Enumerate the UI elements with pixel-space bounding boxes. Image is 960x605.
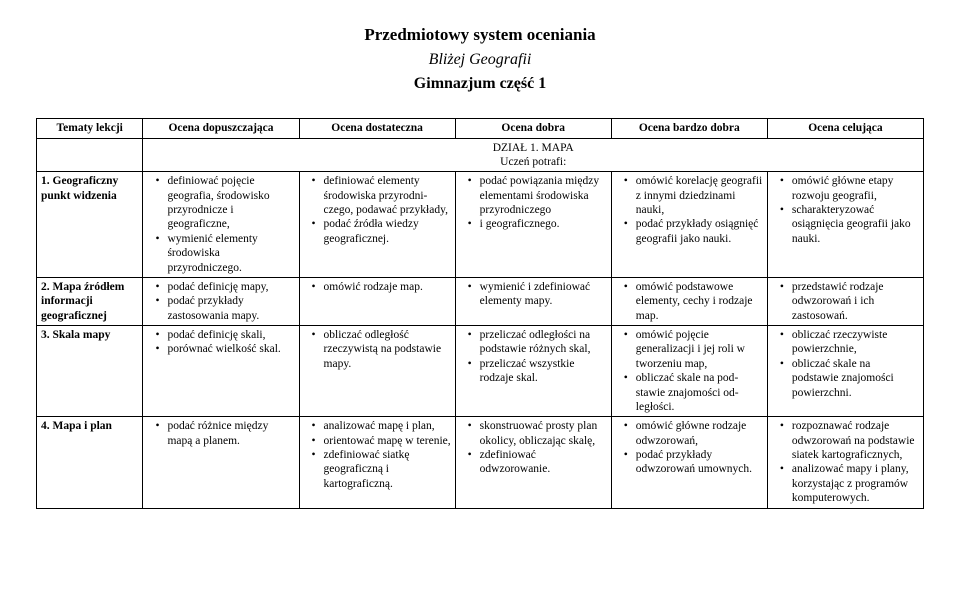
col-header: Ocena dobra <box>455 119 611 138</box>
topic-cell: 4. Mapa i plan <box>37 417 143 508</box>
bullet-item: obliczać odległość rzeczywistą na podsta… <box>316 328 451 371</box>
bullet-item: podać przykłady osiągnięć geografii jako… <box>628 217 763 246</box>
cell-dobra: przeliczać odległości na podstawie różny… <box>455 326 611 417</box>
cell-dobra: skonstruować prosty plan okolicy, oblicz… <box>455 417 611 508</box>
cell-dopuszczajaca: definiować pojęcie geografia, środowisko… <box>143 172 299 278</box>
bullet-item: podać przykłady zastosowania mapy. <box>159 294 294 323</box>
bullet-item: obliczać rzeczywiste powierzchnie, <box>784 328 919 357</box>
cell-dopuszczajaca: podać różnice między mapą a planem. <box>143 417 299 508</box>
cell-dobra: wymienić i zdefiniować elementy mapy. <box>455 277 611 325</box>
cell-bardzo-dobra: omówić podstawowe elementy, cechy i rodz… <box>611 277 767 325</box>
col-header: Ocena dostateczna <box>299 119 455 138</box>
col-header: Ocena celująca <box>767 119 923 138</box>
bullet-item: podać powiązania między elementami środo… <box>472 174 607 217</box>
cell-bardzo-dobra: omówić główne rodzaje odwzorowań,podać p… <box>611 417 767 508</box>
bullet-item: obliczać skale na podstawie znajomości p… <box>784 357 919 400</box>
table-row: 2. Mapa źródłem informacji geograficznej… <box>37 277 924 325</box>
cell-dostateczna: analizować mapę i plan,orientować mapę w… <box>299 417 455 508</box>
bullet-item: podać definicję mapy, <box>159 280 294 294</box>
bullet-item: omówić główne etapy rozwoju geografii, <box>784 174 919 203</box>
topic-cell: 2. Mapa źródłem informacji geograficznej <box>37 277 143 325</box>
cell-bardzo-dobra: omówić pojęcie generalizacji i jej roli … <box>611 326 767 417</box>
cell-dobra: podać powiązania między elementami środo… <box>455 172 611 278</box>
bullet-item: porównać wielkość skal. <box>159 342 294 356</box>
table-row: 1. Geograficzny punkt widzenia definiować… <box>37 172 924 278</box>
table-row: 3. Skala mapypodać definicję skali,porów… <box>37 326 924 417</box>
bullet-item: definiować elementy środowiska przyrodni… <box>316 174 451 217</box>
bullet-item: podać różnice między mapą a planem. <box>159 419 294 448</box>
section-header-cell: DZIAŁ 1. MAPAUczeń potrafi: <box>143 138 924 172</box>
topic-cell: 3. Skala mapy <box>37 326 143 417</box>
cell-bardzo-dobra: omówić korelację geografii z innymi dzie… <box>611 172 767 278</box>
cell-celujaca: rozpoznawać rodzaje odwzorowań na pod­st… <box>767 417 923 508</box>
bullet-item: zdefiniować odwzorowanie. <box>472 448 607 477</box>
cell-dopuszczajaca: podać definicję mapy,podać przykłady zas… <box>143 277 299 325</box>
table-row: 4. Mapa i plan podać różnice między mapą … <box>37 417 924 508</box>
cell-dopuszczajaca: podać definicję skali,porównać wielkość … <box>143 326 299 417</box>
bullet-item: podać źródła wiedzy geograficznej. <box>316 217 451 246</box>
bullet-item: scharakteryzować osiągnięcia geografii j… <box>784 203 919 246</box>
topic-cell: 1. Geograficzny punkt widzenia <box>37 172 143 278</box>
bullet-item: analizować mapy i plany, korzystając z p… <box>784 462 919 505</box>
bullet-item: omówić korelację geografii z innymi dzie… <box>628 174 763 217</box>
bullet-item: podać definicję skali, <box>159 328 294 342</box>
cell-dostateczna: obliczać odległość rzeczywistą na podsta… <box>299 326 455 417</box>
cell-celujaca: obliczać rzeczywiste powierzchnie,oblicz… <box>767 326 923 417</box>
bullet-item: omówić główne rodzaje odwzorowań, <box>628 419 763 448</box>
bullet-item: przeliczać odległości na podstawie różny… <box>472 328 607 357</box>
bullet-item: przedstawić rodzaje odwzorowań i ich zas… <box>784 280 919 323</box>
bullet-item: wymienić i zdefiniować elementy mapy. <box>472 280 607 309</box>
bullet-item: obliczać skale na pod­stawie znajomości … <box>628 371 763 414</box>
bullet-item: analizować mapę i plan, <box>316 419 451 433</box>
cell-dostateczna: omówić rodzaje map. <box>299 277 455 325</box>
page-subtitle-italic: Bliżej Geografii <box>36 49 924 71</box>
col-header: Ocena bardzo dobra <box>611 119 767 138</box>
bullet-item: i geograficznego. <box>472 217 607 231</box>
col-header: Ocena dopuszczająca <box>143 119 299 138</box>
bullet-item: przeliczać wszystkie rodzaje skal. <box>472 357 607 386</box>
bullet-item: wymienić elementy środowiska przyrodnicz… <box>159 232 294 275</box>
page-subtitle-bold: Gimnazjum część 1 <box>36 73 924 95</box>
grading-table: Tematy lekcji Ocena dopuszczająca Ocena … <box>36 118 924 508</box>
cell-dostateczna: definiować elementy środowiska przyrodni… <box>299 172 455 278</box>
bullet-item: rozpoznawać rodzaje odwzorowań na pod­st… <box>784 419 919 462</box>
section-header-empty <box>37 138 143 172</box>
bullet-item: orientować mapę w terenie, <box>316 434 451 448</box>
cell-celujaca: przedstawić rodzaje odwzorowań i ich zas… <box>767 277 923 325</box>
table-header-row: Tematy lekcji Ocena dopuszczająca Ocena … <box>37 119 924 138</box>
page-title: Przedmiotowy system oceniania <box>36 24 924 47</box>
bullet-item: skonstruować prosty plan okolicy, oblicz… <box>472 419 607 448</box>
bullet-item: omówić rodzaje map. <box>316 280 451 294</box>
cell-celujaca: omówić główne etapy rozwoju geografii,sc… <box>767 172 923 278</box>
bullet-item: zdefiniować siatkę geograficzną i kartog… <box>316 448 451 491</box>
bullet-item: omówić pojęcie generalizacji i jej roli … <box>628 328 763 371</box>
bullet-item: definiować pojęcie geografia, środowisko… <box>159 174 294 232</box>
section-header-row: DZIAŁ 1. MAPAUczeń potrafi: <box>37 138 924 172</box>
bullet-item: podać przykłady odwzorowań umownych. <box>628 448 763 477</box>
bullet-item: omówić podstawowe elementy, cechy i rodz… <box>628 280 763 323</box>
col-header: Tematy lekcji <box>37 119 143 138</box>
